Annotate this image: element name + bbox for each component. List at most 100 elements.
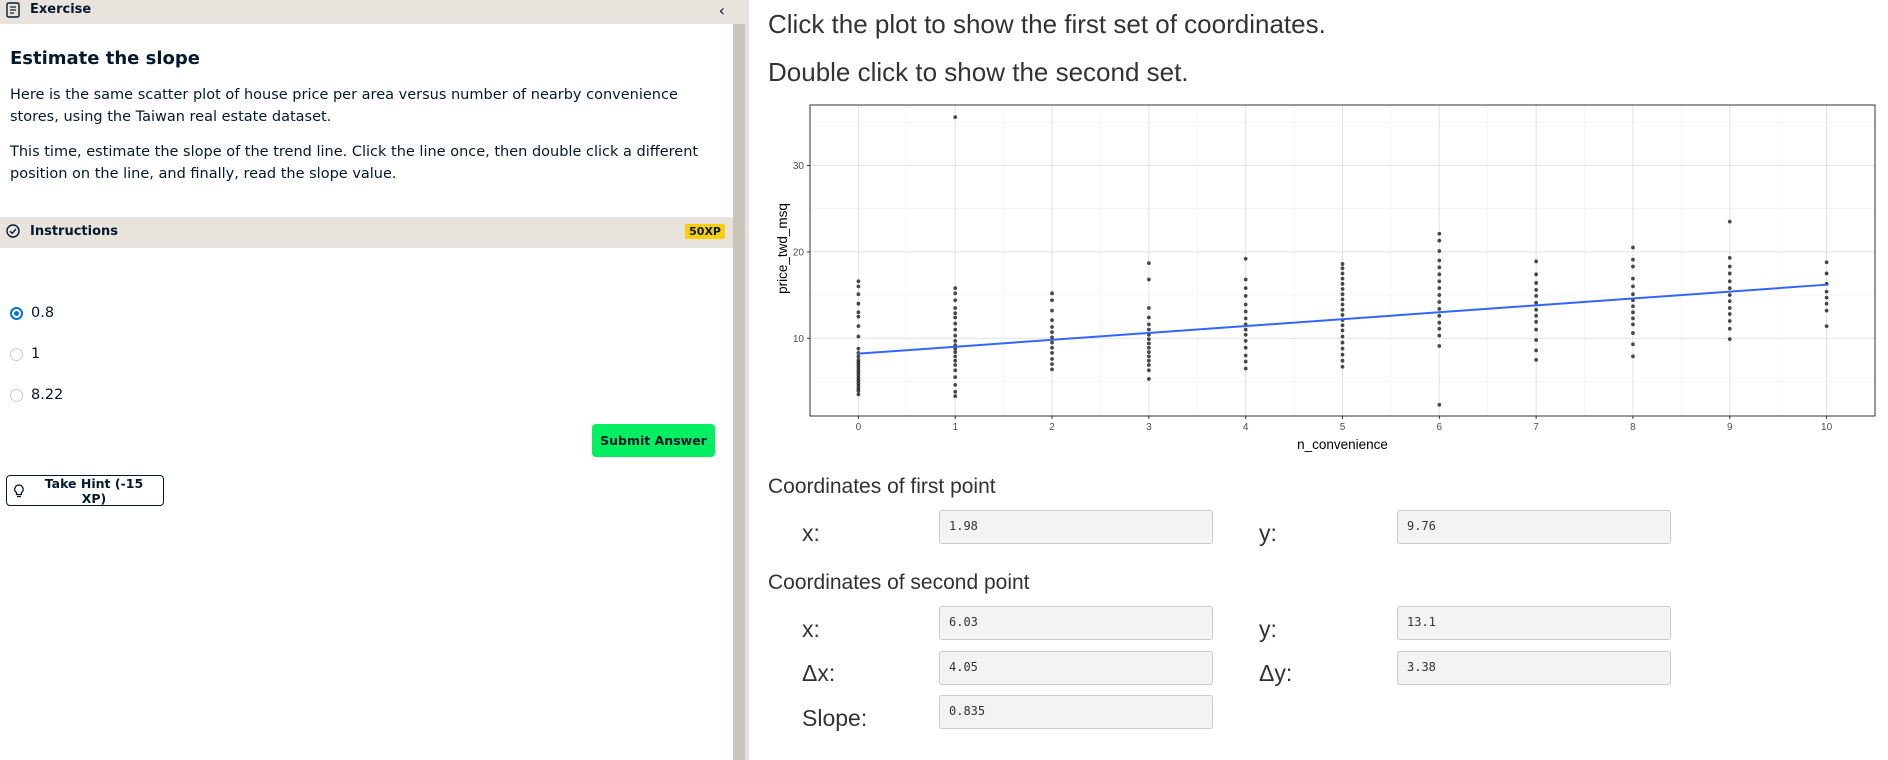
data-point	[1340, 302, 1345, 307]
answer-option-3[interactable]: 8.22	[10, 385, 63, 405]
data-point	[1340, 323, 1345, 328]
data-point	[1631, 354, 1635, 359]
x-tick-label: 1	[952, 422, 958, 433]
data-point	[1340, 271, 1345, 276]
panel-divider[interactable]	[733, 0, 749, 760]
first-y-field[interactable]: 9.76	[1397, 510, 1671, 544]
data-point	[1146, 322, 1151, 327]
document-icon	[6, 2, 20, 18]
radio-button[interactable]	[10, 388, 23, 402]
data-point	[1243, 353, 1248, 358]
data-point	[1243, 294, 1248, 298]
data-point	[1146, 337, 1151, 342]
data-point	[953, 375, 958, 380]
x-tick-label: 3	[1146, 422, 1152, 433]
data-point	[1050, 357, 1054, 361]
data-point	[856, 324, 861, 329]
take-hint-label: Take Hint (-15 XP)	[44, 475, 144, 506]
scrollbar[interactable]	[733, 24, 745, 760]
data-point	[1340, 307, 1345, 312]
data-point	[1437, 272, 1442, 277]
data-point	[1727, 219, 1732, 224]
data-point	[1340, 266, 1345, 271]
x-tick-label: 7	[1533, 422, 1539, 433]
data-point	[1631, 257, 1635, 262]
y-axis-label: price_twd_msq	[775, 203, 790, 294]
data-point	[953, 291, 958, 296]
data-point	[1437, 249, 1442, 253]
data-point	[1050, 345, 1054, 350]
second-y-label: y:	[1259, 616, 1277, 642]
data-point	[1050, 318, 1054, 323]
scatter-plot[interactable]: 0 1 2 3 4 5 6 7 8 9 10 10 20 30 n_convenience price_twd…	[773, 100, 1888, 455]
data-point	[1727, 264, 1732, 269]
x-tick-label: 6	[1437, 422, 1443, 433]
data-point	[1243, 338, 1248, 343]
data-point	[1631, 264, 1635, 269]
lightbulb-icon	[14, 483, 24, 497]
data-point	[1146, 306, 1151, 310]
data-point	[1534, 294, 1539, 298]
x-tick-label: 0	[856, 422, 862, 433]
data-point	[1824, 271, 1829, 276]
second-y-field[interactable]: 13.1	[1397, 606, 1671, 640]
data-point	[1824, 324, 1829, 329]
data-point	[1146, 277, 1151, 282]
instructions-label: Instructions	[30, 224, 119, 239]
data-point	[953, 363, 958, 367]
first-x-field[interactable]: 1.98	[939, 510, 1213, 544]
data-point	[856, 357, 861, 362]
delta-y-field[interactable]: 3.38	[1397, 651, 1671, 685]
data-point	[1437, 333, 1442, 338]
data-point	[1437, 326, 1442, 331]
radio-button[interactable]	[10, 347, 23, 361]
data-point	[1340, 352, 1345, 357]
exercise-task: This time, estimate the slope of the tre…	[10, 144, 699, 182]
second-x-field[interactable]: 6.03	[939, 606, 1213, 640]
answer-option-2[interactable]: 1	[10, 344, 40, 364]
xp-badge: 50XP	[685, 224, 725, 239]
data-point	[1050, 335, 1054, 340]
data-point	[1727, 306, 1732, 310]
data-point	[1534, 300, 1539, 305]
data-point	[953, 389, 958, 394]
radio-button-selected[interactable]	[10, 306, 23, 320]
data-point	[1631, 310, 1635, 315]
delta-x-label: Δx:	[802, 660, 836, 686]
submit-answer-button[interactable]: Submit Answer	[592, 424, 715, 457]
data-point	[1534, 281, 1539, 285]
data-point	[1340, 276, 1345, 281]
delta-x-field[interactable]: 4.05	[939, 651, 1213, 685]
slope-field[interactable]: 0.835	[939, 695, 1213, 729]
data-point	[1727, 293, 1732, 297]
data-point	[1631, 245, 1635, 250]
x-axis-label: n_convenience	[1297, 437, 1388, 452]
data-point	[856, 314, 861, 319]
data-point	[1631, 331, 1635, 335]
first-y-label: y:	[1259, 520, 1277, 546]
instruction-line-2: Double click to show the second set.	[768, 57, 1189, 87]
x-tick-label: 4	[1243, 422, 1249, 433]
data-point	[1437, 320, 1442, 325]
second-point-heading: Coordinates of second point	[768, 571, 1030, 594]
data-point	[1437, 258, 1442, 263]
data-point	[1631, 322, 1635, 327]
answer-option-1[interactable]: 0.8	[10, 303, 54, 323]
data-point	[1534, 313, 1539, 318]
data-point	[1243, 359, 1248, 364]
data-point	[1534, 357, 1539, 362]
collapse-chevron-icon[interactable]: ‹	[718, 1, 725, 20]
take-hint-button[interactable]: Take Hint (-15 XP)	[6, 475, 164, 506]
data-point	[856, 346, 861, 351]
shiny-app-panel: Click the plot to show the first set of …	[749, 0, 1888, 760]
data-point	[1534, 272, 1539, 277]
data-point	[1243, 366, 1248, 371]
data-point	[1534, 319, 1539, 324]
data-point	[1146, 376, 1151, 381]
data-point	[953, 298, 958, 303]
data-point	[1727, 326, 1732, 331]
data-point	[1243, 332, 1248, 337]
data-point	[856, 310, 861, 315]
data-point	[953, 338, 958, 343]
y-tick-label: 10	[793, 334, 805, 345]
